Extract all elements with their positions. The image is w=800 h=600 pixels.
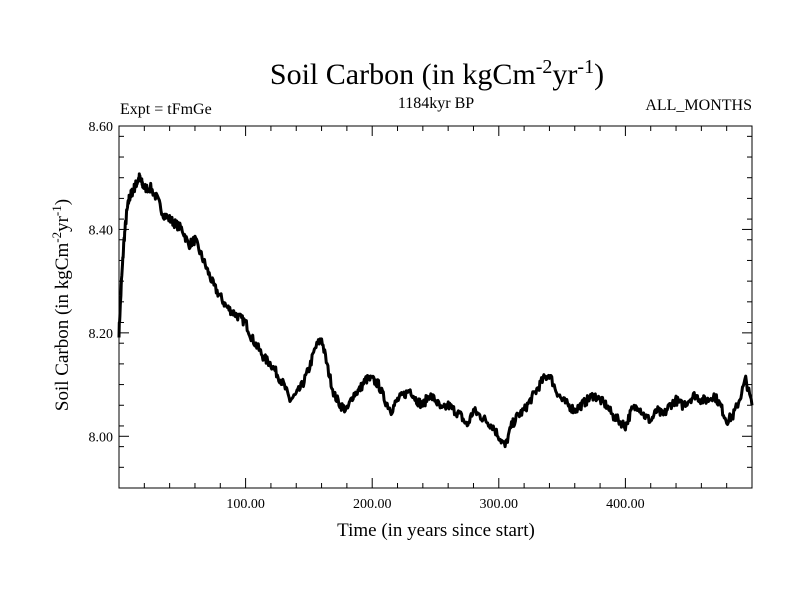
y-axis-label: Soil Carbon (in kgCm-2yr-1)	[49, 199, 74, 411]
y-tick-label: 8.40	[89, 223, 114, 238]
x-tick-label: 100.00	[226, 497, 265, 512]
x-tick-label: 200.00	[353, 497, 392, 512]
experiment-label: Expt = tFmGe	[120, 101, 212, 118]
months-label: ALL_MONTHS	[645, 97, 752, 114]
x-tick-label: 400.00	[606, 497, 645, 512]
y-tick-label: 8.00	[89, 430, 114, 445]
plot-frame	[118, 125, 753, 489]
x-axis: 100.00 200.00 300.00 400.00	[143, 126, 728, 512]
x-tick-label: 300.00	[480, 497, 519, 512]
y-tick-label: 8.60	[89, 120, 114, 135]
soil-carbon-series-line	[117, 172, 754, 449]
x-axis-label: Time (in years since start)	[337, 520, 535, 541]
y-axis: 8.00 8.20 8.40 8.60	[89, 120, 752, 489]
period-label: 1184kyr BP	[398, 95, 474, 112]
chart-title: Soil Carbon (in kgCm-2yr-1)	[270, 56, 604, 91]
y-tick-label: 8.20	[89, 327, 114, 342]
